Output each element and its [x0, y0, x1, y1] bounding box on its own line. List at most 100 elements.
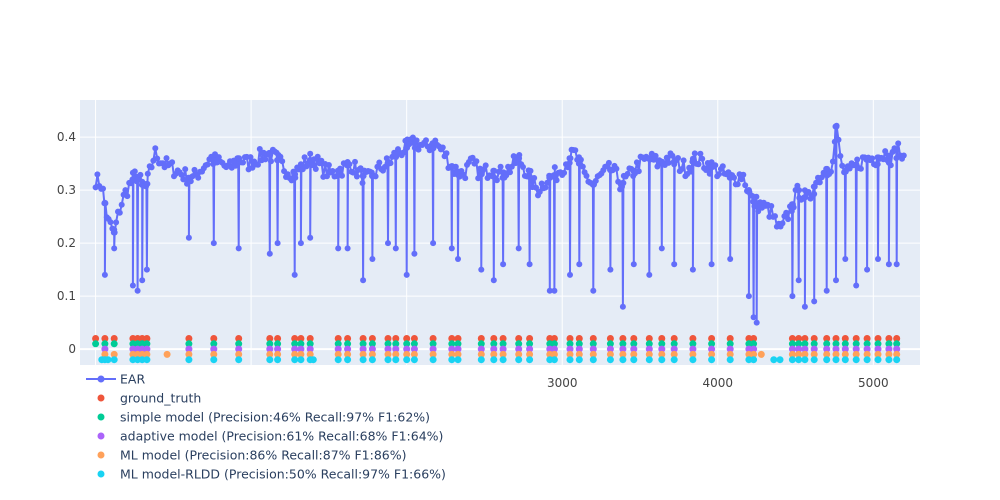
ear-point [469, 154, 476, 161]
ear-point [312, 166, 319, 172]
rldd-point [852, 356, 860, 364]
simple-point [810, 340, 818, 348]
adaptive-point [448, 345, 456, 353]
adaptive-point [658, 345, 666, 353]
rldd-point [776, 356, 784, 364]
rldd-point [274, 356, 282, 364]
ear-point [842, 256, 849, 262]
rldd-point [630, 356, 638, 364]
simple-point [235, 340, 243, 348]
rldd-point [670, 356, 678, 364]
ml-point [110, 350, 118, 358]
ear-point [869, 155, 876, 162]
adaptive-point [359, 345, 367, 353]
ear-point [152, 145, 159, 152]
ear-point [490, 277, 497, 284]
ear-point [448, 245, 455, 252]
ground_truth-point [823, 335, 831, 342]
ear-point [745, 293, 752, 300]
ear-point [768, 203, 775, 209]
ear-point [163, 155, 170, 162]
plot-background [80, 100, 920, 365]
ear-point [178, 171, 185, 178]
simple-point [448, 340, 456, 348]
ground_truth-point [658, 335, 666, 342]
ml-point [291, 350, 299, 358]
ear-point [533, 184, 540, 191]
ground_truth-point [893, 335, 901, 342]
ground_truth-point [266, 335, 274, 342]
ear-point [689, 266, 696, 273]
ear-point [350, 169, 357, 176]
rldd-point [359, 356, 367, 364]
adaptive-point [841, 345, 849, 353]
simple-point [344, 340, 352, 348]
ear-point [633, 159, 640, 166]
ground_truth-point [477, 335, 485, 342]
adaptive-point [708, 345, 716, 353]
simple-point [499, 340, 507, 348]
ground_truth-point [645, 335, 653, 342]
detection-series [92, 335, 901, 364]
ear-point [835, 136, 842, 143]
ear-point [796, 187, 803, 194]
simple-point [384, 340, 392, 348]
ear-point [139, 277, 146, 284]
ear-point [100, 185, 106, 192]
adaptive-point [670, 345, 678, 353]
ml-point [670, 350, 678, 358]
adaptive-point [384, 345, 392, 353]
ground_truth-point [550, 335, 558, 342]
ear-point [887, 162, 894, 169]
ear-point [708, 261, 715, 268]
simple-point [606, 340, 614, 348]
simple-point [750, 340, 758, 348]
ear-point [124, 193, 131, 200]
ear-point [309, 162, 316, 169]
ear-point [536, 188, 543, 195]
ear-point [154, 155, 161, 162]
legend-marker-swatch [97, 375, 105, 383]
rldd-point [499, 356, 507, 364]
x-axis: 3000 4000 5000 [547, 376, 889, 390]
simple-point [885, 340, 893, 348]
adaptive-point [689, 345, 697, 353]
ear-point [894, 147, 901, 154]
ear-point [274, 240, 281, 247]
adaptive-point [619, 345, 627, 353]
adaptive-point [429, 345, 437, 353]
ear-point [455, 256, 461, 262]
ml-point [658, 350, 666, 358]
ear-point [553, 177, 560, 184]
ear-point [895, 140, 902, 147]
ear-point [875, 256, 881, 262]
simple-point [832, 340, 840, 348]
ground_truth-point [384, 335, 392, 342]
simple-point [92, 340, 100, 348]
rldd-point [893, 356, 901, 364]
ml-point [334, 350, 342, 358]
adaptive-point [526, 345, 534, 353]
ear-point [297, 240, 304, 247]
ear-point [520, 164, 526, 170]
simple-point [689, 340, 697, 348]
ml-point [297, 350, 305, 358]
rldd-point [403, 356, 411, 364]
rldd-point [392, 356, 400, 364]
ear-point [411, 250, 418, 257]
rldd-point [384, 356, 392, 364]
ml-point [384, 350, 392, 358]
ear-point [665, 159, 672, 166]
adaptive-point [645, 345, 653, 353]
ground_truth-point [499, 335, 507, 342]
ml-point [477, 350, 485, 358]
ground_truth-point [619, 335, 627, 342]
ml-point [550, 350, 558, 358]
ear-point [113, 219, 120, 226]
ground_truth-point [185, 335, 193, 342]
adaptive-point [392, 345, 400, 353]
simple-point [852, 340, 860, 348]
legend-marker-swatch [97, 451, 105, 459]
adaptive-point [832, 345, 840, 353]
